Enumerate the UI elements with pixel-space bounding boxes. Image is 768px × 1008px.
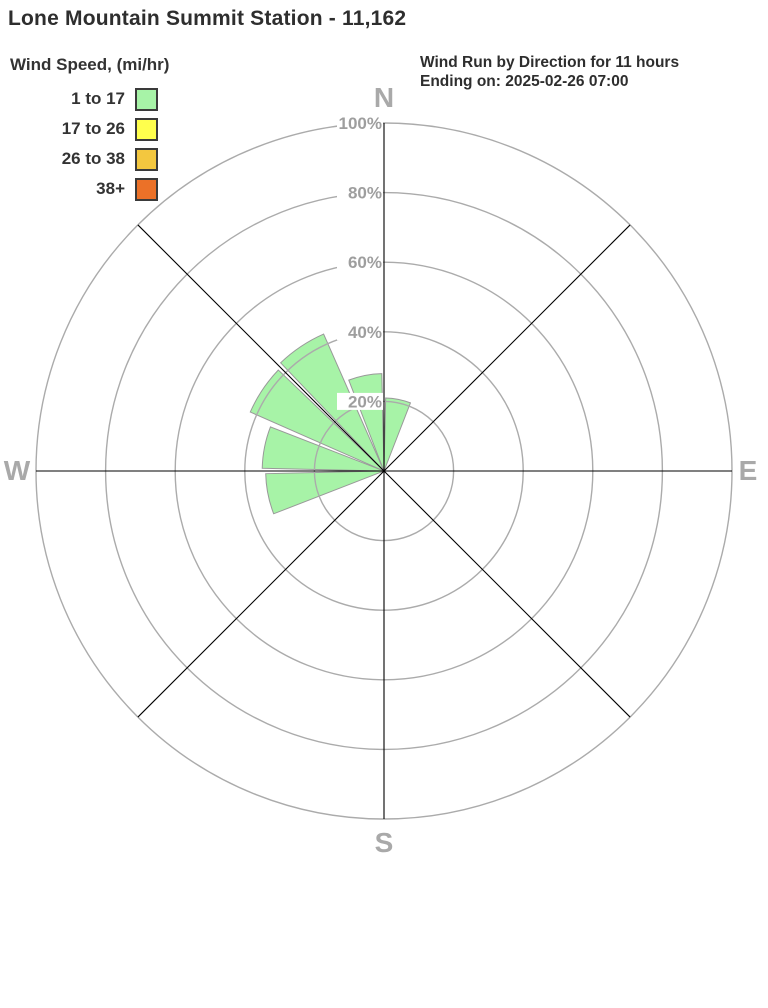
wind-petal	[249, 369, 385, 472]
subtitle-line-2: Ending on: 2025-02-26 07:00	[420, 73, 629, 90]
legend-row: 17 to 26	[10, 117, 158, 141]
radial-tick-label: 80%	[348, 184, 382, 203]
legend-bin-label: 1 to 17	[71, 89, 125, 108]
compass-label-s: S	[375, 827, 394, 858]
radial-tick-label: 20%	[348, 392, 382, 411]
legend-row: 26 to 38	[10, 147, 158, 171]
compass-label-n: N	[374, 82, 394, 113]
wind-petal	[279, 333, 385, 472]
tick-label-bg	[337, 114, 383, 132]
tick-label-bg	[337, 184, 383, 202]
tick-label-bg	[337, 253, 383, 271]
radial-tick-label: 40%	[348, 323, 382, 342]
tick-label-bg	[337, 323, 383, 341]
page-title: Lone Mountain Summit Station - 11,162	[8, 7, 407, 30]
wind-petal	[383, 397, 412, 472]
radial-tick-label: 100%	[339, 114, 382, 133]
chart-subtitle: Wind Run by Direction for 11 hours Endin…	[420, 53, 679, 91]
compass-label-e: E	[739, 455, 758, 486]
legend-swatch-yellow	[135, 117, 158, 141]
tick-label-bg	[337, 392, 383, 410]
legend-row: 1 to 17	[10, 87, 158, 111]
legend-swatch-green	[135, 87, 158, 111]
wind-petal	[261, 426, 385, 472]
spoke-line	[137, 224, 631, 718]
legend-swatch-amber	[135, 147, 158, 171]
legend-title: Wind Speed, (mi/hr)	[10, 55, 170, 74]
wind-petal	[265, 470, 385, 515]
radial-tick-label: 60%	[348, 253, 382, 272]
compass-label-w: W	[4, 455, 31, 486]
subtitle-line-1: Wind Run by Direction for 11 hours	[420, 54, 680, 71]
legend-bin-label: 26 to 38	[61, 149, 125, 168]
wind-speed-legend: 1 to 17 17 to 26 26 to 38 38+	[10, 87, 158, 209]
legend-bin-label: 17 to 26	[61, 119, 125, 138]
legend-row: 38+	[10, 177, 158, 201]
legend-bin-label: 38+	[96, 179, 125, 198]
legend-swatch-orange	[135, 177, 158, 201]
